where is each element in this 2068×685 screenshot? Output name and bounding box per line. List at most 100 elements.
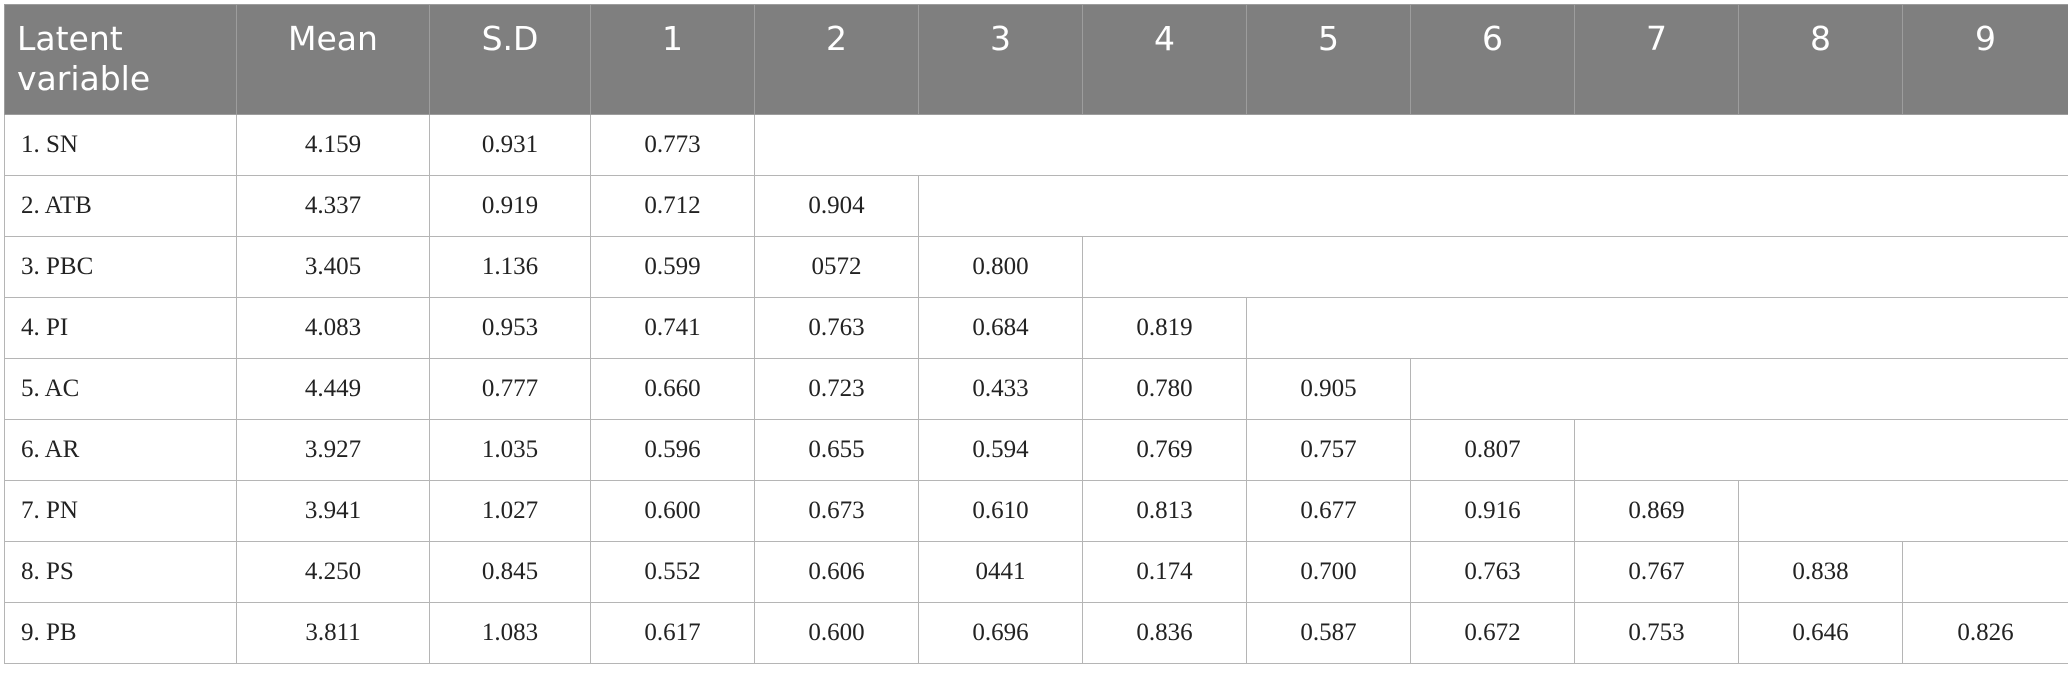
correlation-cell: 0.655 [754, 419, 919, 481]
correlation-cell: 0.773 [590, 114, 755, 176]
header-sd: S.D [429, 4, 591, 115]
correlation-cell: 0.800 [918, 236, 1083, 298]
correlation-cell: 0.596 [590, 419, 755, 481]
correlation-cell: 0.916 [1410, 480, 1575, 542]
correlation-cell: 0.700 [1246, 541, 1411, 603]
row-label: 6. AR [4, 419, 237, 481]
table-row: 5. AC 4.449 0.777 0.660 0.723 0.433 0.780 0.905 [4, 358, 2068, 420]
sd-cell: 0.919 [429, 175, 591, 237]
correlation-cell: 0.684 [918, 297, 1083, 359]
header-row: Latent variable Mean S.D 1 2 3 4 5 6 7 8 … [4, 4, 2068, 115]
mean-cell: 3.941 [236, 480, 430, 542]
correlation-cell: 0.757 [1246, 419, 1411, 481]
table-row: 3. PBC 3.405 1.136 0.599 0572 0.800 [4, 236, 2068, 298]
mean-cell: 3.405 [236, 236, 430, 298]
correlation-cell: 0.807 [1410, 419, 1575, 481]
correlation-cell: 0.869 [1574, 480, 1739, 542]
correlation-cell: 0.696 [918, 602, 1083, 664]
correlation-cell: 0.672 [1410, 602, 1575, 664]
table-row: 2. ATB 4.337 0.919 0.712 0.904 [4, 175, 2068, 237]
table-row: 4. PI 4.083 0.953 0.741 0.763 0.684 0.819 [4, 297, 2068, 359]
row-label: 9. PB [4, 602, 237, 664]
correlation-cell: 0.826 [1902, 602, 2068, 664]
correlation-cell: 0.838 [1738, 541, 1903, 603]
header-col-6: 6 [1410, 4, 1575, 115]
correlation-cell: 0.905 [1246, 358, 1411, 420]
correlation-cell: 0.433 [918, 358, 1083, 420]
correlation-cell: 0.904 [754, 175, 919, 237]
mean-cell: 3.811 [236, 602, 430, 664]
table-body: 1. SN 4.159 0.931 0.773 2. ATB 4.337 0.919 0.71… [4, 114, 2068, 664]
table-row: 8. PS 4.250 0.845 0.552 0.606 0441 0.174 0.700 0… [4, 541, 2068, 603]
sd-cell: 0.845 [429, 541, 591, 603]
row-label: 2. ATB [4, 175, 237, 237]
correlation-cell: 0.587 [1246, 602, 1411, 664]
table-row: 6. AR 3.927 1.035 0.596 0.655 0.594 0.769 0.757… [4, 419, 2068, 481]
mean-cell: 4.159 [236, 114, 430, 176]
blank-cell [1574, 419, 2068, 481]
sd-cell: 0.777 [429, 358, 591, 420]
header-col-7: 7 [1574, 4, 1739, 115]
row-label: 5. AC [4, 358, 237, 420]
correlation-cell: 0.813 [1082, 480, 1247, 542]
header-col-3: 3 [918, 4, 1083, 115]
row-label: 8. PS [4, 541, 237, 603]
mean-cell: 4.250 [236, 541, 430, 603]
blank-cell [1410, 358, 2068, 420]
correlation-cell: 0.763 [1410, 541, 1575, 603]
correlation-cell: 0.753 [1574, 602, 1739, 664]
correlation-cell: 0.741 [590, 297, 755, 359]
correlation-cell: 0441 [918, 541, 1083, 603]
row-label: 4. PI [4, 297, 237, 359]
sd-cell: 1.136 [429, 236, 591, 298]
correlation-cell: 0.769 [1082, 419, 1247, 481]
header-col-4: 4 [1082, 4, 1247, 115]
header-mean: Mean [236, 4, 430, 115]
mean-cell: 4.337 [236, 175, 430, 237]
header-col-8: 8 [1738, 4, 1903, 115]
correlation-cell: 0.673 [754, 480, 919, 542]
correlation-table: Latent variable Mean S.D 1 2 3 4 5 6 7 8 … [4, 4, 2068, 664]
correlation-cell: 0.600 [590, 480, 755, 542]
header-col-2: 2 [754, 4, 919, 115]
correlation-cell: 0.660 [590, 358, 755, 420]
correlation-cell: 0.606 [754, 541, 919, 603]
sd-cell: 1.035 [429, 419, 591, 481]
correlation-cell: 0.600 [754, 602, 919, 664]
correlation-cell: 0572 [754, 236, 919, 298]
blank-cell [1738, 480, 2068, 542]
mean-cell: 4.083 [236, 297, 430, 359]
sd-cell: 1.027 [429, 480, 591, 542]
sd-cell: 0.953 [429, 297, 591, 359]
row-label: 1. SN [4, 114, 237, 176]
correlation-cell: 0.599 [590, 236, 755, 298]
row-label: 7. PN [4, 480, 237, 542]
header-col-1: 1 [590, 4, 755, 115]
blank-cell [754, 114, 2068, 176]
correlation-cell: 0.767 [1574, 541, 1739, 603]
table-row: 9. PB 3.811 1.083 0.617 0.600 0.696 0.836 0.587… [4, 602, 2068, 664]
correlation-cell: 0.763 [754, 297, 919, 359]
correlation-cell: 0.594 [918, 419, 1083, 481]
header-col-5: 5 [1246, 4, 1411, 115]
correlation-cell: 0.723 [754, 358, 919, 420]
header-col-9: 9 [1902, 4, 2068, 115]
correlation-cell: 0.836 [1082, 602, 1247, 664]
blank-cell [1902, 541, 2068, 603]
header-latent-variable-line2: variable [17, 59, 151, 98]
mean-cell: 4.449 [236, 358, 430, 420]
header-latent-variable: Latent variable [4, 4, 237, 115]
row-label: 3. PBC [4, 236, 237, 298]
correlation-cell: 0.780 [1082, 358, 1247, 420]
sd-cell: 0.931 [429, 114, 591, 176]
table-row: 1. SN 4.159 0.931 0.773 [4, 114, 2068, 176]
correlation-cell: 0.677 [1246, 480, 1411, 542]
correlation-cell: 0.712 [590, 175, 755, 237]
correlation-cell: 0.174 [1082, 541, 1247, 603]
sd-cell: 1.083 [429, 602, 591, 664]
blank-cell [1082, 236, 2068, 298]
correlation-cell: 0.552 [590, 541, 755, 603]
correlation-cell: 0.610 [918, 480, 1083, 542]
correlation-cell: 0.617 [590, 602, 755, 664]
blank-cell [1246, 297, 2068, 359]
